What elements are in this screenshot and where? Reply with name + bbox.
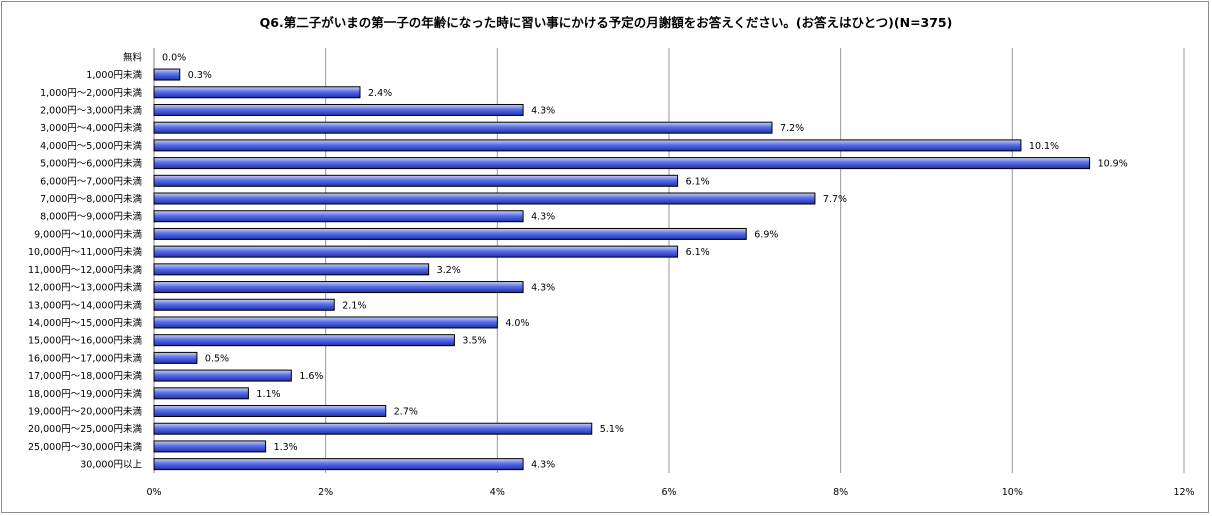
value-label: 4.3%	[531, 105, 555, 116]
x-tick-label: 10%	[1002, 487, 1023, 498]
value-label: 6.1%	[686, 247, 710, 258]
category-label: 1,000円～2,000円未満	[40, 87, 142, 99]
value-label: 1.3%	[274, 442, 298, 453]
bar	[153, 263, 430, 276]
value-label: 5.1%	[600, 424, 624, 435]
value-label: 0.5%	[205, 353, 229, 364]
category-label: 11,000円～12,000円未満	[28, 264, 142, 276]
category-label: 30,000円以上	[80, 460, 142, 471]
category-label: 25,000円～30,000円未満	[28, 441, 142, 453]
value-label: 2.4%	[368, 88, 392, 99]
x-tick-label: 8%	[833, 487, 848, 498]
value-label: 6.9%	[754, 229, 778, 240]
category-label: 18,000円～19,000円未満	[28, 388, 142, 400]
category-label: 13,000円～14,000円未満	[28, 299, 142, 311]
category-label: 6,000円～7,000円未満	[40, 175, 142, 187]
category-label: 17,000円～18,000円未満	[28, 370, 142, 382]
category-label: 10,000円～11,000円未満	[28, 246, 142, 258]
category-label: 8,000円～9,000円未満	[40, 211, 142, 223]
x-tick-label: 2%	[318, 487, 333, 498]
value-label: 7.7%	[823, 194, 847, 205]
value-label: 10.1%	[1029, 141, 1059, 152]
bar	[153, 298, 335, 311]
value-label: 2.1%	[342, 300, 366, 311]
bar	[153, 86, 361, 99]
category-label: 3,000円～4,000円未満	[40, 122, 142, 134]
bar	[153, 458, 524, 471]
value-label: 4.0%	[505, 318, 529, 329]
bar	[153, 121, 773, 134]
category-label: 20,000円～25,000円未満	[28, 423, 142, 435]
x-tick-label: 12%	[1173, 487, 1194, 498]
value-label: 3.2%	[437, 265, 461, 276]
category-label: 14,000円～15,000円未満	[28, 317, 142, 329]
bar	[153, 157, 1091, 170]
category-label: 1,000円未満	[86, 69, 142, 81]
category-label: 9,000円～10,000円未満	[34, 228, 142, 240]
category-label: 15,000円～16,000円未満	[28, 335, 142, 347]
x-tick-label: 6%	[661, 487, 676, 498]
category-label: 19,000円～20,000円未満	[28, 406, 142, 418]
bar	[153, 334, 455, 347]
chart-title: Q6.第二子がいまの第一子の年齢になった時に習い事にかける予定の月謝額をお答えく…	[259, 15, 953, 30]
bar	[153, 387, 249, 400]
bar	[153, 316, 498, 329]
bar	[153, 351, 198, 364]
value-label: 0.0%	[162, 52, 186, 63]
bar	[153, 440, 267, 453]
value-label: 4.3%	[531, 283, 555, 294]
category-label: 2,000円～3,000円未満	[40, 104, 142, 116]
bar	[153, 227, 747, 240]
value-label: 1.1%	[256, 389, 280, 400]
value-label: 4.3%	[531, 212, 555, 223]
bar-layer	[153, 68, 1091, 471]
x-tick-label: 4%	[490, 487, 505, 498]
bar	[153, 369, 292, 382]
bar	[153, 405, 387, 418]
value-label: 1.6%	[299, 371, 323, 382]
category-label: 7,000円～8,000円未満	[40, 193, 142, 205]
bar	[153, 192, 816, 205]
value-label: 10.9%	[1098, 159, 1128, 170]
value-label: 2.7%	[394, 407, 418, 418]
bar	[153, 210, 524, 223]
value-label: 7.2%	[780, 123, 804, 134]
category-label: 5,000円～6,000円未満	[40, 158, 142, 170]
bar	[153, 68, 181, 81]
category-label: 4,000円～5,000円未満	[40, 140, 142, 152]
grid-layer	[153, 48, 1185, 473]
category-label: 12,000円～13,000円未満	[28, 282, 142, 294]
bar	[153, 422, 593, 435]
bar	[153, 103, 524, 116]
bar	[153, 174, 679, 187]
value-label: 0.3%	[188, 70, 212, 81]
category-label: 無料	[123, 51, 143, 63]
value-label: 3.5%	[462, 336, 486, 347]
x-tick-label: 0%	[146, 487, 161, 498]
value-label: 4.3%	[531, 460, 555, 471]
bar	[153, 281, 524, 294]
label-layer: 0% 2% 4% 6% 8% 10% 12% 無料 0.0% 1,000円未満 0.3% 1,000円…	[28, 51, 1195, 498]
bar	[153, 139, 1022, 152]
value-label: 6.1%	[686, 176, 710, 187]
category-label: 16,000円～17,000円未満	[28, 352, 142, 364]
bar	[153, 245, 679, 258]
